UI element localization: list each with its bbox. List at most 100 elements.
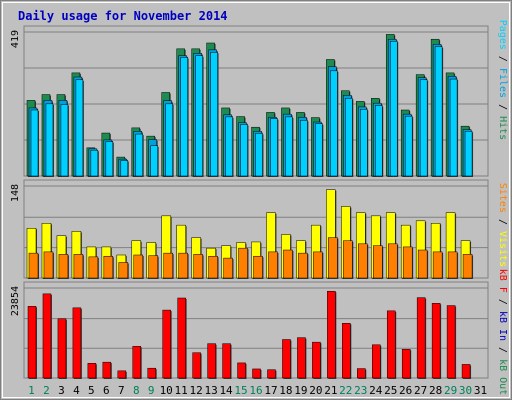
- bar-pages-day-17: [270, 118, 278, 177]
- bar-sites-day-1: [28, 252, 39, 279]
- bar-pages-day-4: [75, 79, 84, 177]
- day-label-13: 13: [204, 384, 217, 397]
- bar-kbytes-day-18: [282, 339, 291, 379]
- bar-pages-day-16: [255, 133, 263, 177]
- bar-sites-day-5: [88, 256, 99, 279]
- bar-kbytes-day-19: [297, 337, 306, 379]
- bar-kbytes-day-23: [357, 368, 366, 379]
- panel-2-legend: kB F / kB In / kB Out: [497, 269, 508, 395]
- bar-kbytes-day-30: [461, 364, 471, 379]
- day-label-7: 7: [118, 384, 125, 397]
- day-label-4: 4: [73, 384, 80, 397]
- bar-kbytes-day-11: [177, 297, 186, 379]
- day-label-24: 24: [369, 384, 383, 397]
- bar-pages-day-27: [419, 79, 428, 177]
- legend-separator: /: [497, 293, 508, 311]
- bar-sites-day-14: [223, 257, 233, 279]
- day-label-8: 8: [133, 384, 140, 397]
- day-label-28: 28: [429, 384, 442, 397]
- panel-1-legend: Sites / Visits: [497, 183, 508, 267]
- bar-pages-day-21: [330, 70, 338, 177]
- bar-kbytes-day-29: [446, 305, 456, 379]
- day-label-6: 6: [103, 384, 110, 397]
- panel-1-ymax-label: 148: [10, 184, 21, 202]
- bar-sites-day-6: [103, 255, 114, 279]
- day-label-17: 17: [264, 384, 277, 397]
- bar-kbytes-day-21: [327, 290, 336, 379]
- day-label-27: 27: [414, 384, 427, 397]
- bar-pages-day-8: [135, 133, 144, 177]
- bar-pages-day-30: [464, 131, 473, 177]
- bar-kbytes-day-5: [87, 363, 97, 379]
- bar-pages-day-3: [60, 104, 69, 177]
- day-label-22: 22: [339, 384, 352, 397]
- day-label-26: 26: [399, 384, 412, 397]
- bar-pages-day-1: [30, 109, 39, 177]
- bar-kbytes-day-14: [222, 343, 231, 379]
- bar-sites-day-25: [387, 243, 398, 279]
- bar-kbytes-day-20: [312, 341, 321, 379]
- bar-kbytes-day-15: [237, 362, 246, 379]
- bar-pages-day-9: [150, 145, 158, 177]
- legend-entry-kb-in: kB In: [497, 311, 508, 341]
- day-label-31: 31: [474, 384, 487, 397]
- day-label-15: 15: [234, 384, 247, 397]
- bar-pages-day-24: [375, 105, 383, 177]
- legend-entry-kb-out: kB Out: [497, 359, 508, 395]
- bar-sites-day-20: [313, 251, 323, 279]
- bar-sites-day-23: [358, 243, 368, 279]
- day-label-9: 9: [148, 384, 155, 397]
- bar-sites-day-13: [208, 255, 218, 279]
- bar-sites-day-27: [417, 249, 428, 279]
- bar-kbytes-day-7: [117, 370, 127, 379]
- bar-pages-day-15: [240, 124, 248, 177]
- bar-kbytes-day-24: [372, 344, 381, 379]
- day-label-14: 14: [219, 384, 233, 397]
- bar-sites-day-22: [343, 240, 353, 279]
- bar-sites-day-7: [118, 262, 129, 279]
- day-label-18: 18: [279, 384, 292, 397]
- bar-kbytes-day-9: [147, 367, 156, 379]
- bar-pages-day-20: [315, 123, 323, 177]
- bar-sites-day-29: [447, 251, 458, 279]
- day-label-20: 20: [309, 384, 322, 397]
- bar-kbytes-day-26: [401, 349, 411, 379]
- bar-sites-day-10: [163, 252, 173, 279]
- day-label-30: 30: [459, 384, 472, 397]
- bar-pages-day-26: [404, 115, 413, 177]
- bar-pages-day-13: [210, 52, 218, 177]
- day-label-25: 25: [384, 384, 397, 397]
- legend-entry-sites: Sites: [497, 183, 508, 213]
- bar-pages-day-29: [449, 78, 458, 177]
- bar-sites-day-18: [283, 249, 293, 279]
- legend-entry-hits: Hits: [497, 116, 508, 140]
- bar-pages-day-11: [180, 57, 188, 177]
- bar-sites-day-8: [133, 254, 144, 279]
- legend-separator: /: [497, 213, 508, 231]
- bar-kbytes-day-22: [342, 323, 351, 379]
- bar-kbytes-day-16: [252, 368, 261, 379]
- bar-sites-day-17: [268, 251, 278, 279]
- panel-0-ymax-label: 419: [10, 30, 21, 48]
- bar-pages-day-5: [90, 149, 99, 177]
- day-label-3: 3: [58, 384, 65, 397]
- bar-pages-day-23: [360, 109, 368, 177]
- bar-kbytes-day-17: [267, 369, 276, 379]
- panel-0-legend: Pages / Files / Hits: [497, 20, 508, 140]
- day-label-12: 12: [190, 384, 203, 397]
- bar-kbytes-day-6: [102, 361, 112, 379]
- legend-entry-visits: Visits: [497, 231, 508, 267]
- bar-pages-day-2: [45, 103, 54, 177]
- day-label-11: 11: [175, 384, 188, 397]
- panel-2-ymax-label: 23854: [10, 286, 21, 316]
- bar-sites-day-30: [462, 254, 473, 279]
- bar-sites-day-9: [148, 255, 158, 279]
- bar-sites-day-28: [432, 251, 443, 279]
- bar-kbytes-day-2: [42, 293, 52, 379]
- bar-sites-day-4: [73, 254, 84, 279]
- day-label-5: 5: [88, 384, 95, 397]
- bar-pages-day-22: [345, 98, 353, 177]
- bar-kbytes-day-4: [72, 307, 82, 379]
- bar-kbytes-day-12: [192, 352, 201, 379]
